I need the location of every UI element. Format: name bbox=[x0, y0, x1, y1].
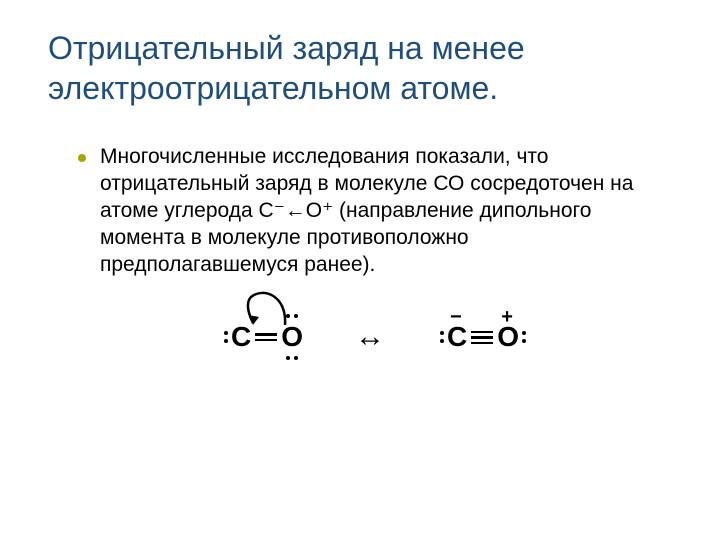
positive-charge: + bbox=[501, 307, 513, 327]
lone-pair-right-icon bbox=[522, 331, 526, 343]
right-structure: − C + O bbox=[437, 323, 529, 351]
lone-pair-left-icon bbox=[224, 331, 228, 343]
atom-carbon: C bbox=[231, 323, 251, 351]
body-text: Многочисленные исследования показали, чт… bbox=[100, 144, 672, 278]
lone-pair-bottom-icon bbox=[286, 356, 298, 360]
triple-bond-icon bbox=[471, 331, 493, 345]
lone-pair-top-icon bbox=[286, 314, 298, 318]
atom-oxygen-pos: + O bbox=[497, 323, 519, 351]
left-structure: C O bbox=[221, 323, 303, 351]
atom-oxygen: O bbox=[281, 323, 303, 351]
atom-carbon-neg: − C bbox=[447, 323, 467, 351]
negative-charge: − bbox=[450, 307, 462, 327]
bullet-item: Многочисленные исследования показали, чт… bbox=[78, 144, 672, 278]
slide-title: Отрицательный заряд на менее электроотри… bbox=[48, 28, 672, 108]
double-bond-icon bbox=[255, 333, 277, 341]
lone-pair-left-icon bbox=[440, 331, 444, 343]
body-area: Многочисленные исследования показали, чт… bbox=[48, 144, 672, 354]
bullet-icon bbox=[78, 154, 86, 162]
resonance-arrow-icon: ↔ bbox=[355, 320, 385, 354]
resonance-diagram: C O ↔ − C + bbox=[78, 320, 672, 354]
slide-container: Отрицательный заряд на менее электроотри… bbox=[0, 0, 720, 374]
